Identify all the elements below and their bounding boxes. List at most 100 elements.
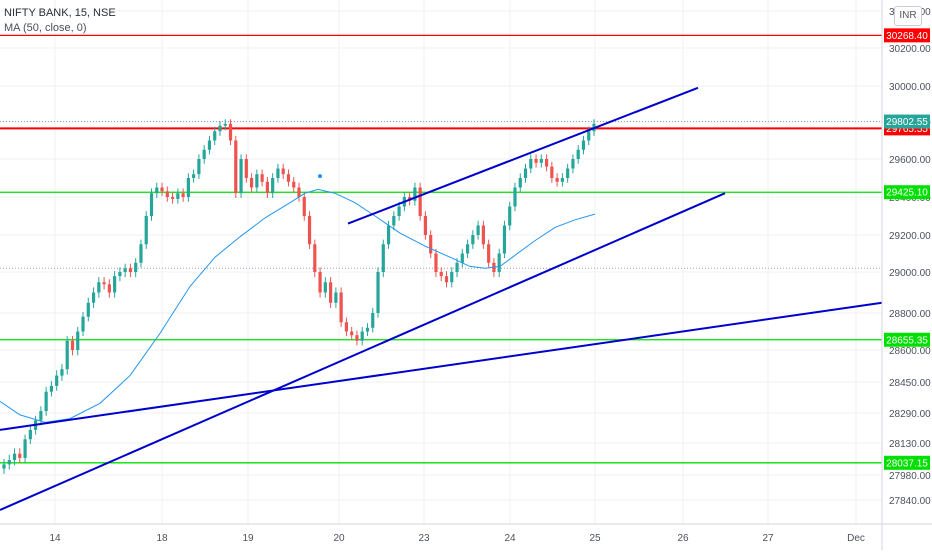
candle-body	[123, 268, 127, 272]
candle-body	[418, 187, 422, 216]
candle-body	[286, 174, 291, 182]
support-tag-label: 28655.35	[886, 335, 928, 346]
candle-body	[476, 225, 480, 235]
price-tick-label: 27980.00	[889, 471, 931, 482]
candle-body	[350, 331, 354, 336]
price-tick-label: 27840.00	[889, 496, 931, 507]
candle-body	[244, 159, 248, 178]
candle-body	[544, 159, 549, 167]
candle-body	[371, 313, 375, 328]
candle-body	[381, 244, 385, 272]
candle-body	[213, 131, 217, 141]
time-tick-label: 18	[156, 533, 168, 544]
candle-body	[218, 125, 222, 132]
candle-body	[450, 272, 454, 283]
candle-body	[128, 268, 133, 272]
candle-body	[529, 159, 533, 169]
candle-body	[508, 206, 512, 226]
candle-body	[576, 149, 580, 159]
candle-body	[165, 191, 169, 197]
last-price-tag-bg	[884, 114, 930, 129]
ma-marker-dot	[318, 174, 322, 179]
candle-body	[581, 140, 586, 150]
candle-body	[355, 335, 359, 341]
price-tick-label: 29200.00	[889, 231, 931, 242]
candle-body	[49, 385, 54, 392]
candle-body	[134, 262, 138, 272]
price-tick-label: 28130.00	[889, 439, 931, 450]
candle-body	[170, 197, 175, 199]
candle-body	[360, 331, 364, 341]
candle-body	[471, 235, 475, 245]
candle-body	[481, 225, 485, 245]
candle-body	[444, 276, 449, 283]
candle-body	[397, 206, 401, 216]
candle-body	[234, 140, 238, 194]
candle-body	[260, 174, 264, 182]
symbol-title: NIFTY BANK, 15, NSE	[4, 7, 116, 19]
candle-body	[265, 181, 269, 194]
time-tick-label: Dec	[847, 533, 865, 544]
candle-body	[144, 216, 148, 245]
candle-body	[392, 216, 396, 226]
price-tick-label: 30000.00	[889, 82, 931, 93]
candle-body	[339, 292, 343, 323]
time-tick-label: 25	[589, 533, 601, 544]
candle-body	[539, 159, 543, 163]
candle-body	[439, 272, 443, 277]
trendline-upper-channel	[347, 86, 699, 225]
trendline-long-support	[0, 301, 883, 431]
candle-body	[513, 187, 517, 207]
candle-body	[571, 159, 575, 169]
candle-body	[523, 168, 528, 178]
time-tick-label: 24	[504, 533, 516, 544]
price-tick-label: 28450.00	[889, 378, 931, 389]
candle-body	[281, 168, 285, 175]
candle-body	[429, 235, 433, 254]
candle-body	[455, 262, 459, 272]
candle-body	[497, 253, 501, 272]
candle-body	[307, 216, 312, 245]
candle-body	[228, 123, 233, 141]
candle-body	[186, 178, 190, 197]
time-tick-label: 26	[677, 533, 689, 544]
last-price-tag-label: 29802.55	[886, 117, 928, 128]
candle-body	[460, 253, 464, 263]
time-tick-label: 19	[242, 533, 254, 544]
candle-body	[487, 244, 491, 263]
time-tick-label: 20	[333, 533, 345, 544]
candle-body	[555, 178, 559, 182]
candle-body	[249, 178, 254, 188]
support-tag-bg	[884, 332, 930, 347]
candle-body	[107, 284, 111, 293]
candle-body	[413, 187, 417, 201]
time-tick-label: 27	[762, 533, 774, 544]
candle-body	[81, 316, 85, 332]
price-tick-label: 28800.00	[889, 309, 931, 320]
candle-body	[86, 302, 90, 317]
price-tick-label: 28290.00	[889, 409, 931, 420]
candle-body	[255, 174, 259, 188]
resistance-tag-label: 30268.40	[886, 31, 928, 42]
currency-button[interactable]: INR	[894, 6, 922, 26]
support-tag-label: 29425.10	[886, 188, 928, 199]
price-tick-label: 28600.00	[889, 346, 931, 357]
candle-body	[239, 159, 243, 194]
candle-body	[18, 453, 22, 458]
candle-body	[276, 168, 280, 178]
support-tag-label: 28037.15	[886, 458, 928, 469]
candle-body	[176, 193, 180, 199]
candle-body	[65, 340, 69, 370]
candle-body	[202, 149, 206, 159]
candle-body	[534, 159, 538, 163]
candle-body	[318, 272, 322, 293]
candle-body	[192, 174, 196, 178]
candle-body	[149, 193, 154, 216]
candle-body	[566, 168, 570, 178]
candle-body	[28, 429, 32, 440]
resistance-tag-bg	[884, 28, 930, 43]
candle-body	[465, 244, 470, 254]
candle-body	[23, 439, 27, 458]
